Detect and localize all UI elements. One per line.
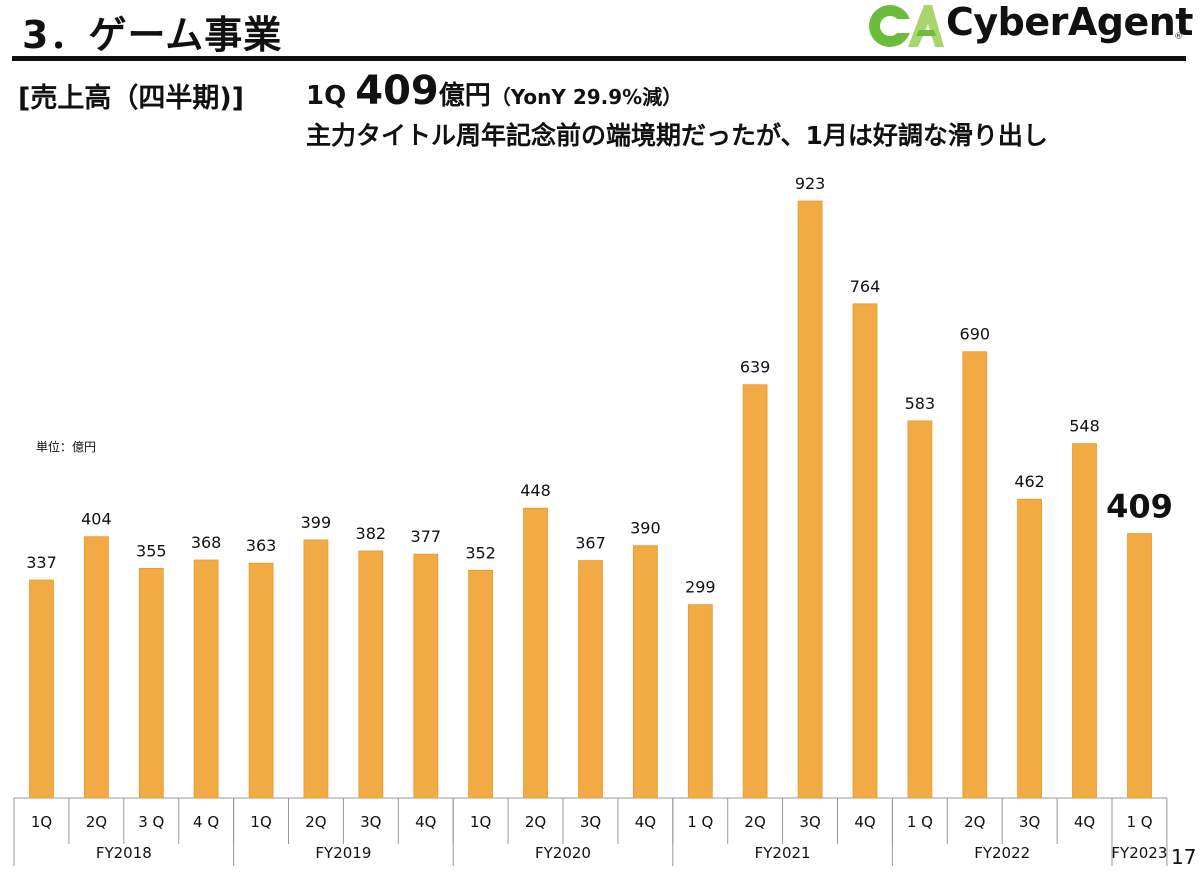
quarter-label-FY2022-4q: 4Q bbox=[1074, 813, 1095, 831]
title-rule bbox=[12, 56, 1186, 61]
quarter-label-FY2020-3q: 3Q bbox=[580, 813, 601, 831]
headline-yoy: （YonY 29.9%減） bbox=[490, 85, 683, 109]
quarter-label-FY2018-4q: 4 Q bbox=[193, 813, 219, 831]
quarter-label-FY2021-2q: 2Q bbox=[744, 813, 765, 831]
headline-summary: 1Q 409億円（YonY 29.9%減） bbox=[306, 68, 682, 114]
headline-comment: 主力タイトル周年記念前の端境期だったが、1月は好調な滑り出し bbox=[306, 121, 1048, 150]
bar-FY2021-4q bbox=[852, 303, 878, 799]
bar-FY2021-1q bbox=[687, 604, 713, 799]
fiscal-year-label-FY2020: FY2020 bbox=[535, 844, 591, 862]
quarter-label-FY2021-3q: 3Q bbox=[799, 813, 820, 831]
data-label-FY2018-3q: 355 bbox=[136, 541, 167, 560]
bar-FY2023-1q bbox=[1127, 533, 1152, 799]
bar-FY2018-2q bbox=[84, 536, 109, 799]
bar-FY2020-2q bbox=[523, 507, 548, 799]
quarter-label-FY2020-4q: 4Q bbox=[635, 813, 656, 831]
data-label-FY2021-3q: 923 bbox=[795, 174, 826, 193]
data-label-FY2021-4q: 764 bbox=[850, 277, 881, 296]
data-label-FY2020-1q: 352 bbox=[465, 543, 496, 562]
bar-FY2019-4q bbox=[413, 553, 439, 799]
data-label-FY2019-3q: 382 bbox=[356, 524, 387, 543]
data-label-FY2022-4q: 548 bbox=[1069, 417, 1100, 436]
bar-FY2018-3q bbox=[138, 568, 164, 799]
bar-FY2019-3q bbox=[358, 550, 384, 799]
data-label-FY2020-3q: 367 bbox=[575, 534, 606, 553]
quarter-label-FY2022-1q: 1 Q bbox=[907, 813, 933, 831]
bar-FY2022-4q bbox=[1072, 443, 1097, 799]
data-label-FY2021-1q: 299 bbox=[685, 578, 716, 597]
bar-FY2020-4q bbox=[633, 545, 658, 799]
bar-FY2021-3q bbox=[797, 200, 823, 799]
unit-note: 単位：億円 bbox=[36, 440, 97, 454]
quarter-label-FY2020-1q: 1Q bbox=[470, 813, 491, 831]
data-label-FY2022-1q: 583 bbox=[905, 394, 936, 413]
quarter-label-FY2018-2q: 2Q bbox=[86, 813, 107, 831]
quarter-label-FY2019-2q: 2Q bbox=[305, 813, 326, 831]
data-label-FY2021-2q: 639 bbox=[740, 358, 771, 377]
quarter-label-FY2019-3q: 3Q bbox=[360, 813, 381, 831]
headline-value: 409 bbox=[355, 68, 439, 114]
fiscal-year-label-FY2022: FY2022 bbox=[974, 844, 1030, 862]
page-title: 3．ゲーム事業 bbox=[22, 13, 283, 57]
quarter-label-FY2019-1q: 1Q bbox=[250, 813, 271, 831]
data-label-FY2022-2q: 690 bbox=[960, 325, 991, 344]
quarter-label-FY2021-4q: 4Q bbox=[854, 813, 875, 831]
bar-FY2022-3q bbox=[1017, 498, 1042, 799]
bar-FY2022-1q bbox=[907, 420, 933, 799]
data-label-FY2020-2q: 448 bbox=[520, 481, 551, 500]
bar-FY2020-1q bbox=[468, 569, 494, 799]
headline-quarter: 1Q bbox=[306, 81, 356, 111]
data-label-FY2023-1q: 409 bbox=[1106, 488, 1173, 526]
quarter-label-FY2018-1q: 1Q bbox=[31, 813, 52, 831]
bar-FY2018-1q bbox=[29, 579, 54, 799]
bar-FY2020-3q bbox=[578, 560, 603, 799]
quarter-label-FY2023-1q: 1 Q bbox=[1126, 813, 1152, 831]
quarter-label-FY2020-2q: 2Q bbox=[525, 813, 546, 831]
data-label-FY2018-1q: 337 bbox=[26, 553, 57, 572]
section-label: [売上高（四半期)] bbox=[18, 83, 245, 114]
data-label-FY2019-4q: 377 bbox=[411, 527, 442, 546]
bar-FY2019-2q bbox=[303, 539, 329, 799]
quarter-label-FY2022-3q: 3Q bbox=[1019, 813, 1040, 831]
data-label-FY2019-2q: 399 bbox=[301, 513, 332, 532]
page-number: 17 bbox=[1171, 845, 1197, 869]
quarter-label-FY2021-1q: 1 Q bbox=[687, 813, 713, 831]
data-label-FY2018-2q: 404 bbox=[81, 510, 112, 529]
fiscal-year-label-FY2023: FY2023 bbox=[1111, 844, 1167, 862]
bar-FY2019-1q bbox=[248, 562, 274, 799]
bar-FY2021-2q bbox=[742, 384, 768, 799]
fiscal-year-label-FY2019: FY2019 bbox=[315, 844, 371, 862]
fiscal-year-label-FY2018: FY2018 bbox=[96, 844, 152, 862]
data-label-FY2022-3q: 462 bbox=[1014, 472, 1045, 491]
bar-FY2022-2q bbox=[962, 351, 988, 799]
data-label-FY2018-4q: 368 bbox=[191, 533, 222, 552]
logo-registered-mark: ® bbox=[1174, 32, 1183, 42]
data-label-FY2019-1q: 363 bbox=[246, 536, 277, 555]
data-label-FY2020-4q: 390 bbox=[630, 519, 661, 538]
cyberagent-logo: CyberAgent ® bbox=[868, 0, 1193, 52]
fiscal-year-label-FY2021: FY2021 bbox=[755, 844, 811, 862]
quarter-label-FY2018-3q: 3 Q bbox=[138, 813, 164, 831]
bar-FY2018-4q bbox=[193, 559, 219, 799]
headline-unit: 億円 bbox=[438, 81, 491, 111]
quarter-label-FY2019-4q: 4Q bbox=[415, 813, 436, 831]
quarter-label-FY2022-2q: 2Q bbox=[964, 813, 985, 831]
ca-logo-mark-icon bbox=[869, 5, 944, 47]
logo-text: CyberAgent bbox=[946, 0, 1193, 44]
